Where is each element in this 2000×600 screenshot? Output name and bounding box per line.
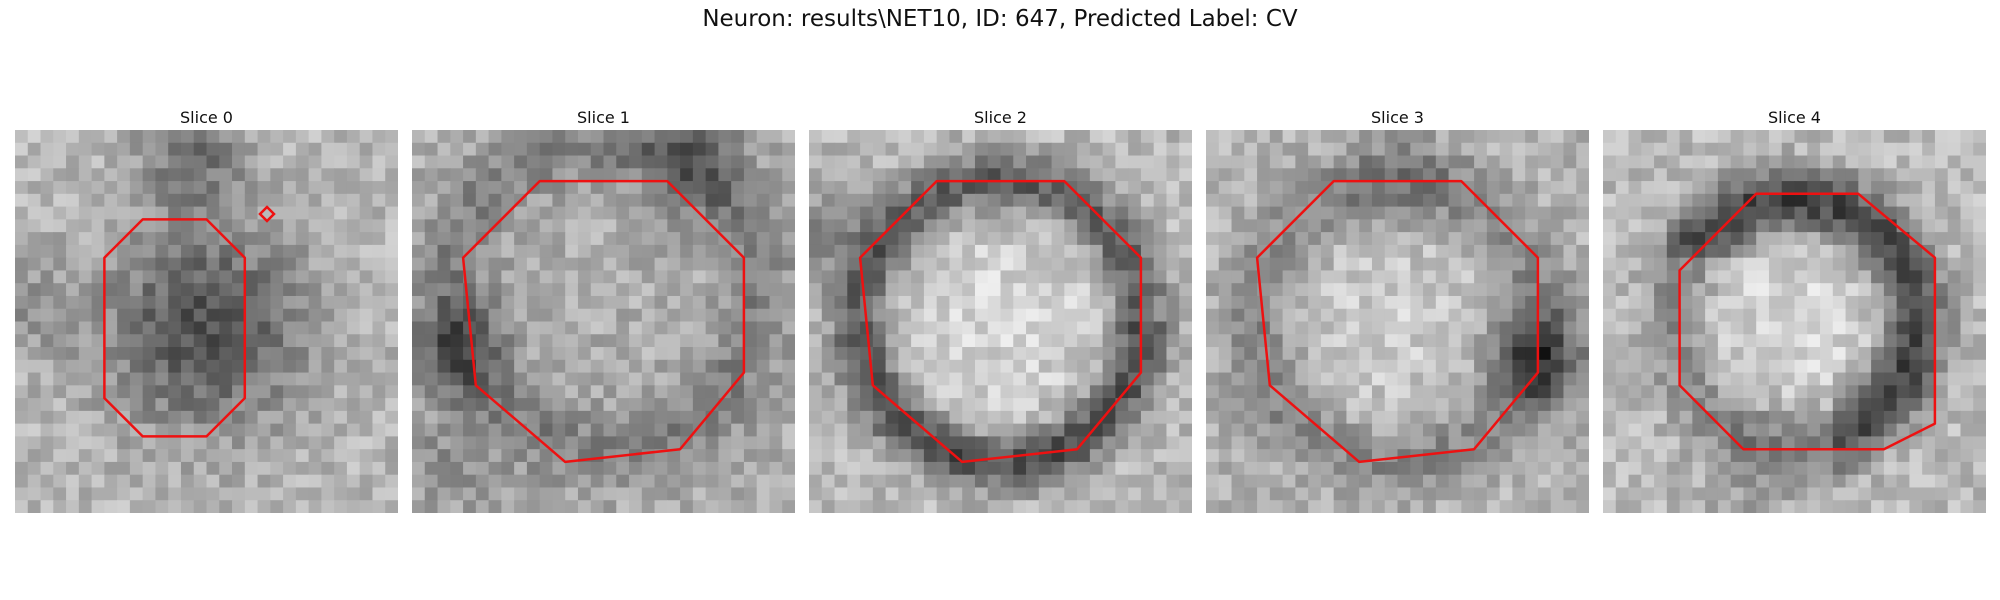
slice-image-1 [412, 130, 795, 513]
slice-panel-4: Slice 4 [1603, 108, 1986, 513]
pixel-grid [809, 130, 1192, 513]
slice-title-1: Slice 1 [577, 108, 630, 127]
slice-title-4: Slice 4 [1768, 108, 1821, 127]
pixel-grid [1206, 130, 1589, 513]
contour-outline [461, 179, 746, 464]
slice-panel-3: Slice 3 [1206, 108, 1589, 513]
contour-outline [1678, 192, 1937, 451]
slice-image-2 [809, 130, 1192, 513]
slice-title-0: Slice 0 [180, 108, 233, 127]
pixel-grid [15, 130, 398, 513]
slice-panel-2: Slice 2 [809, 108, 1192, 513]
contour-outline [1255, 179, 1540, 464]
slice-image-3 [1206, 130, 1589, 513]
figure-title: Neuron: results\NET10, ID: 647, Predicte… [702, 6, 1298, 32]
contour-outline [858, 179, 1143, 464]
contour-fragment [258, 205, 276, 223]
pixel-grid [1603, 130, 1986, 513]
pixel-grid [412, 130, 795, 513]
slice-image-4 [1603, 130, 1986, 513]
slice-title-3: Slice 3 [1371, 108, 1424, 127]
slice-panel-0: Slice 0 [15, 108, 398, 513]
contour-outline [103, 218, 247, 438]
slice-image-0 [15, 130, 398, 513]
slice-panel-1: Slice 1 [412, 108, 795, 513]
slice-title-2: Slice 2 [974, 108, 1027, 127]
